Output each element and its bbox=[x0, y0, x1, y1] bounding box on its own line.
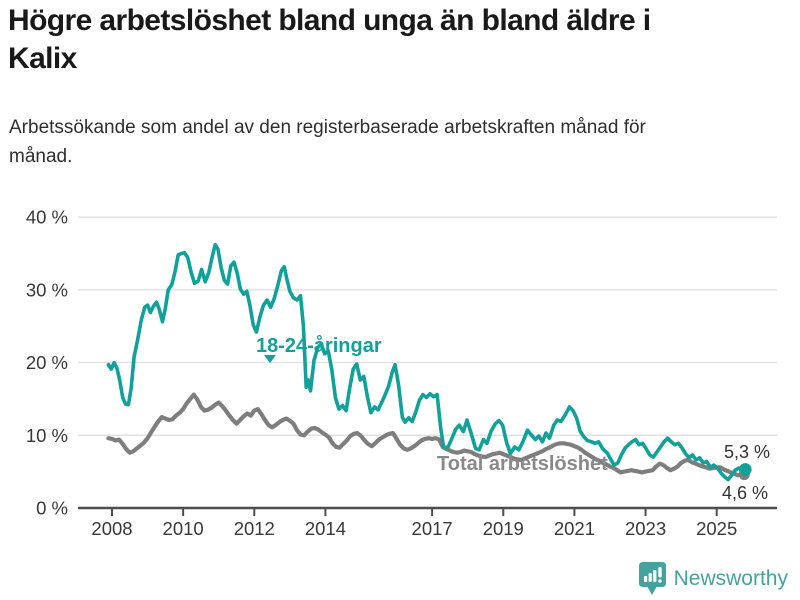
chart-subtitle: Arbetssökande som andel av den registerb… bbox=[9, 117, 646, 167]
y-tick-label-20: 20 % bbox=[26, 352, 68, 373]
x-tick-label-2019: 2019 bbox=[483, 518, 524, 539]
page-title: Högre arbetslöshet bland unga än bland ä… bbox=[8, 4, 651, 76]
x-tick-label-2010: 2010 bbox=[163, 518, 204, 539]
x-tick-label-2014: 2014 bbox=[305, 518, 346, 539]
chart-header: Högre arbetslöshet bland unga än bland ä… bbox=[8, 2, 794, 79]
series-label-pointer-icon bbox=[264, 355, 276, 363]
x-tick-label-2023: 2023 bbox=[625, 518, 666, 539]
x-tick-label-2012: 2012 bbox=[234, 518, 275, 539]
y-tick-label-0: 0 % bbox=[36, 498, 68, 519]
x-tick-label-2025: 2025 bbox=[696, 518, 737, 539]
x-tick-label-2017: 2017 bbox=[412, 518, 453, 539]
series-line-young bbox=[106, 242, 745, 482]
series-label-total: Total arbetslöshet bbox=[437, 453, 608, 475]
end-dot-young bbox=[739, 463, 752, 476]
y-tick-label-40: 40 % bbox=[26, 207, 68, 228]
newsworthy-logo-icon bbox=[638, 562, 666, 595]
y-tick-label-10: 10 % bbox=[26, 425, 68, 446]
line-chart: 0 % 10 % 20 % 30 % 40 % 2008 2010 2012 2014 2017 2… bbox=[26, 207, 777, 539]
end-value-young: 5,3 % bbox=[724, 442, 770, 462]
series-line-total bbox=[106, 392, 745, 478]
series-label-young: 18-24-åringar bbox=[256, 334, 382, 357]
brand-footer[interactable]: Newsworthy bbox=[638, 562, 788, 595]
y-tick-label-30: 30 % bbox=[26, 279, 68, 300]
newsworthy-logo-text: Newsworthy bbox=[673, 566, 788, 590]
end-value-total: 4,6 % bbox=[722, 483, 768, 503]
x-tick-label-2021: 2021 bbox=[554, 518, 595, 539]
x-tick-label-2008: 2008 bbox=[91, 518, 132, 539]
